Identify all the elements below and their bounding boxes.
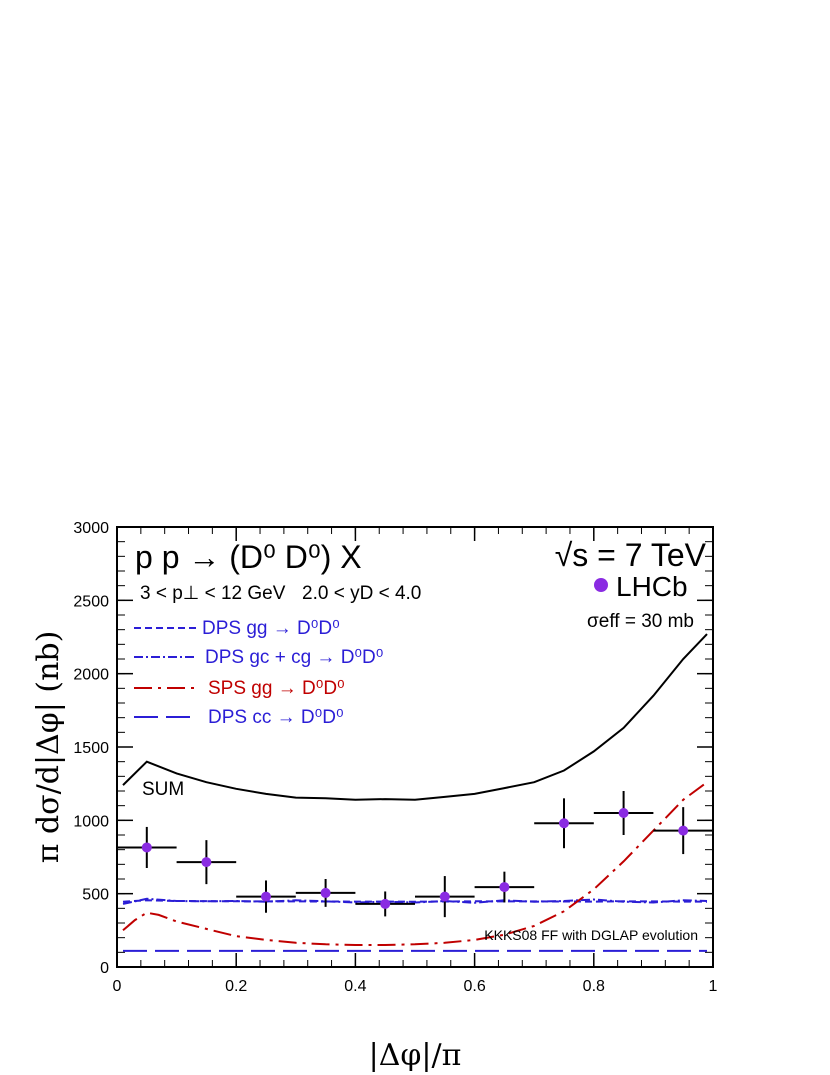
- y-cut-label: 2.0 < yD < 4.0: [302, 583, 421, 604]
- data-point: [261, 891, 271, 902]
- x-tick-label: 1: [709, 978, 718, 995]
- sum-curve-label: SUM: [142, 779, 184, 800]
- energy-label: √s = 7 TeV: [555, 537, 707, 573]
- x-axis-title: |Δφ|/π: [369, 1038, 462, 1073]
- axis-ticks: 0 0.2 0.4 0.6 0.8 1 0 500 1000 1500 2000 2500 3000: [73, 520, 717, 995]
- x-tick-label: 0.2: [225, 978, 247, 995]
- series-line-1: [122, 897, 708, 905]
- sigma-eff-label: σeff = 30 mb: [587, 611, 694, 632]
- lhcb-legend-marker: [594, 578, 608, 592]
- series-line-2: [122, 781, 708, 946]
- legend-label: SPS gg → D⁰D⁰: [208, 678, 345, 699]
- y-tick-label: 1500: [73, 740, 109, 757]
- legend: DPS gg → D⁰D⁰ DPS gc + cg → D⁰D⁰ SPS gg → …: [134, 618, 383, 728]
- data-point: [141, 842, 152, 853]
- x-tick-label: 0.4: [344, 978, 366, 995]
- lhcb-legend-label: LHCb: [616, 571, 688, 602]
- data-point: [380, 898, 391, 909]
- chart-title: p p → (D⁰ D⁰) X: [135, 539, 362, 575]
- pt-cut-label: 3 < p⊥ < 12 GeV: [140, 583, 286, 604]
- y-tick-label: 1000: [73, 813, 109, 830]
- y-tick-label: 2500: [73, 593, 109, 610]
- data-point: [201, 857, 212, 868]
- legend-label: DPS cc → D⁰D⁰: [208, 707, 344, 728]
- x-tick-label: 0: [113, 978, 122, 995]
- y-tick-label: 500: [82, 887, 109, 904]
- y-tick-label: 0: [100, 960, 109, 977]
- series-line-4: [122, 633, 708, 801]
- data-point: [320, 887, 331, 898]
- legend-label: DPS gc + cg → D⁰D⁰: [205, 647, 383, 668]
- y-axis-title: π dσ/d|Δφ| (nb): [31, 631, 66, 864]
- y-tick-label: 2000: [73, 667, 109, 684]
- data-point: [618, 808, 629, 818]
- data-points-layer: [117, 791, 713, 918]
- model-note: KKKS08 FF with DGLAP evolution: [484, 927, 698, 943]
- legend-label: DPS gg → D⁰D⁰: [202, 618, 340, 639]
- x-tick-label: 0.8: [583, 978, 605, 995]
- data-point: [499, 882, 510, 893]
- data-point: [559, 818, 569, 829]
- data-point: [439, 891, 450, 902]
- x-tick-label: 0.6: [463, 978, 485, 995]
- y-tick-label: 3000: [73, 520, 109, 537]
- data-point: [678, 825, 689, 836]
